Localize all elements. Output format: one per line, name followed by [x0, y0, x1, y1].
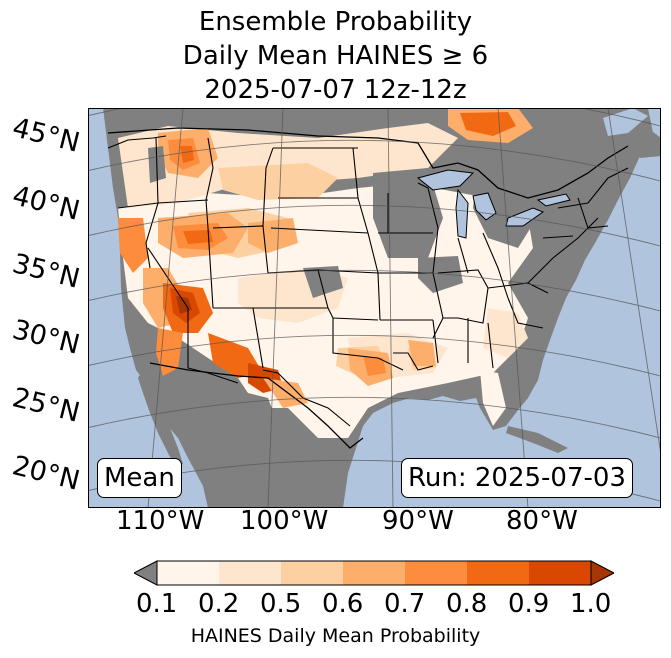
title-line-1: Ensemble Probability	[198, 7, 473, 37]
colorbar-bin-1	[219, 561, 281, 585]
colorbar-tick-4: 0.7	[384, 589, 426, 619]
lat-label-45: 45°N	[9, 112, 83, 159]
colorbar-bin-3	[343, 561, 405, 585]
colorbar-tick-0: 0.1	[136, 589, 178, 619]
colorbar-tick-3: 0.6	[322, 589, 364, 619]
colorbar-bin-2	[281, 561, 343, 585]
us-mexico-border	[149, 362, 364, 449]
colorbar-bin-4	[405, 561, 467, 585]
nova-scotia-landmass	[628, 128, 661, 158]
lon-label-110: 110°W	[116, 506, 205, 536]
title-line-3: 2025-07-07 12z-12z	[204, 75, 467, 105]
probability-field	[118, 108, 543, 508]
lat-label-40: 40°N	[9, 180, 83, 227]
lat-label-25: 25°N	[9, 382, 83, 429]
colorbar-bin-5	[467, 561, 529, 585]
colorbar-tick-6: 0.9	[508, 589, 550, 619]
us-canada-border	[107, 127, 629, 199]
colorbar-under-triangle	[134, 560, 158, 586]
mean-label-box: Mean	[97, 458, 182, 498]
colorbar-tick-1: 0.2	[198, 589, 240, 619]
lat-label-35: 35°N	[9, 248, 83, 295]
colorbar-tick-7: 1.0	[570, 589, 612, 619]
colorbar-bin-0	[157, 561, 219, 585]
probability-map	[88, 108, 661, 508]
colorbar-over-triangle	[590, 560, 614, 586]
colorbar-bins	[157, 561, 591, 585]
colorbar-bin-6	[529, 561, 591, 585]
colorbar-tick-2: 0.5	[260, 589, 302, 619]
colorbar-tick-5: 0.8	[446, 589, 488, 619]
lat-label-30: 30°N	[9, 314, 83, 361]
lat-label-20: 20°N	[9, 450, 83, 497]
great-lakes	[416, 169, 571, 239]
run-date-box: Run: 2025-07-03	[401, 458, 633, 498]
lon-label-90: 90°W	[382, 506, 454, 536]
baja-landmass	[138, 370, 183, 468]
lon-label-80: 80°W	[506, 506, 578, 536]
title-line-2: Daily Mean HAINES ≥ 6	[182, 41, 489, 71]
cuba-landmass	[506, 426, 568, 453]
colorbar-label: HAINES Daily Mean Probability	[190, 625, 481, 647]
colorbar	[134, 560, 614, 586]
lon-label-100: 100°W	[240, 506, 329, 536]
